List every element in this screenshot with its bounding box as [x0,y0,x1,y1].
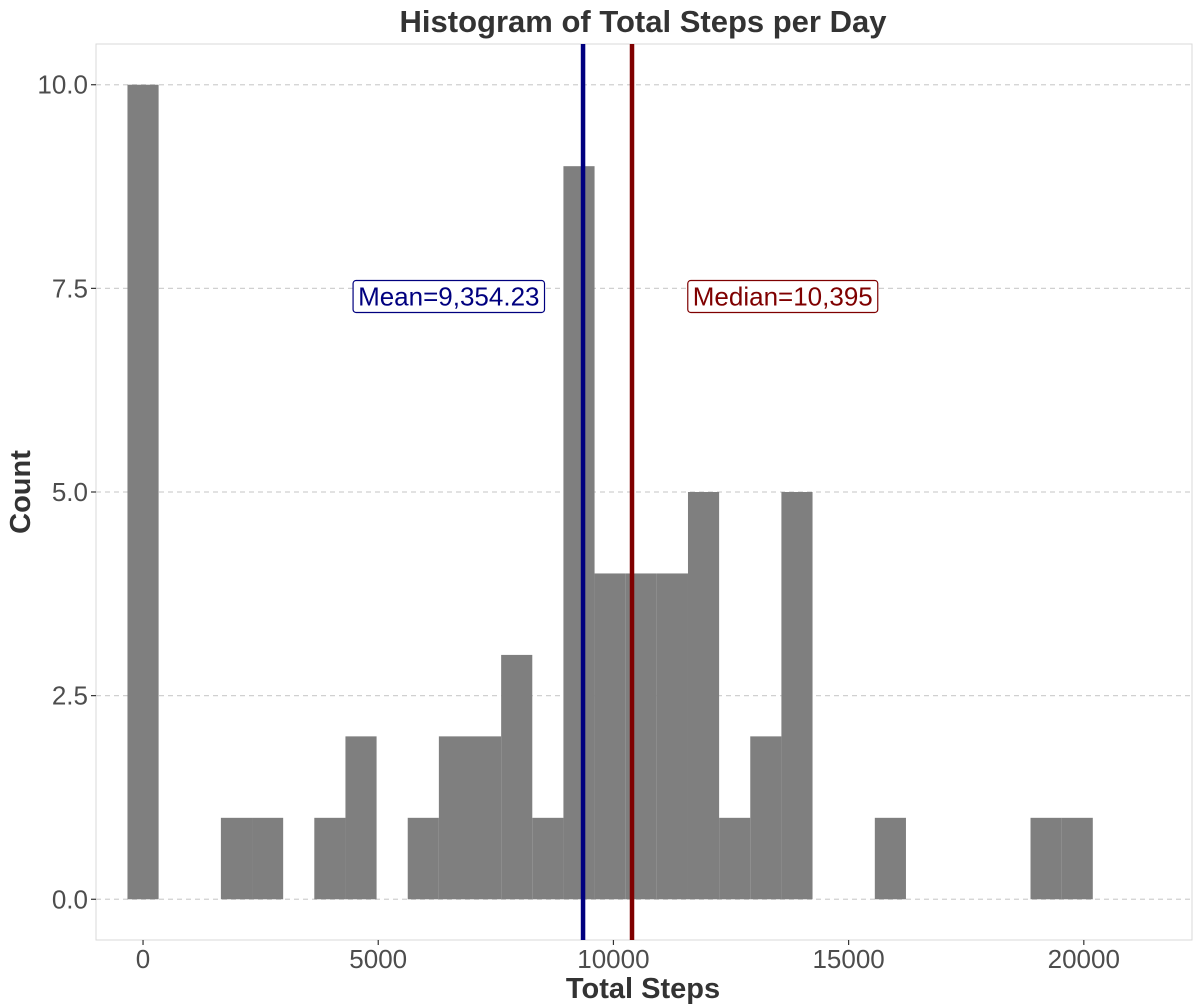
histogram-bar [781,492,813,900]
annotation-box [352,279,546,314]
histogram-bar [687,492,720,900]
histogram-bar [345,736,377,900]
x-tick-label: 20000 [1048,944,1120,974]
histogram-bar [314,817,346,900]
annotation-label: Mean=9,354.23 [358,282,539,312]
y-tick-label: 10.0 [37,70,88,100]
histogram-bar [750,736,782,900]
x-tick-label: 15000 [812,944,884,974]
annotations: Mean=9,354.23 Median=10,395 [352,279,879,314]
histogram-bar [127,84,159,900]
histogram-bar [220,817,253,900]
histogram-bar [438,736,471,900]
y-tick-label: 5.0 [52,477,88,507]
x-tick-label: 0 [136,944,150,974]
histogram-bar [1061,817,1093,900]
median-annotation: Median=10,395 [687,279,879,314]
histogram-bar [532,817,564,900]
annotation-box [687,279,879,314]
y-axis-title: Count [5,450,37,534]
y-tick-label: 0.0 [52,884,88,914]
histogram-bar [501,654,533,900]
mean-annotation: Mean=9,354.23 [352,279,546,314]
histogram-bar [563,166,595,900]
histogram-bar [407,817,439,900]
histogram-bar [656,573,688,900]
histogram-bar [874,817,906,900]
histogram-bar [719,817,751,900]
x-axis-ticks: 0 5000 10000 15000 20000 [136,940,1120,974]
y-tick-label: 2.5 [52,681,88,711]
annotation-label: Median=10,395 [693,282,873,312]
histogram-bar [1030,817,1062,900]
histogram-bars [127,84,1093,900]
x-tick-label: 10000 [577,944,649,974]
reference-lines [580,44,635,940]
histogram-bar [252,817,284,900]
x-tick-label: 5000 [349,944,407,974]
y-axis-ticks: 0.0 2.5 5.0 7.5 10.0 [37,70,96,914]
histogram-bar [594,573,626,900]
x-axis-title: Total Steps [566,973,720,1005]
y-tick-label: 7.5 [52,273,88,303]
chart-title: Histogram of Total Steps per Day [400,4,888,39]
histogram-bar [470,736,502,900]
